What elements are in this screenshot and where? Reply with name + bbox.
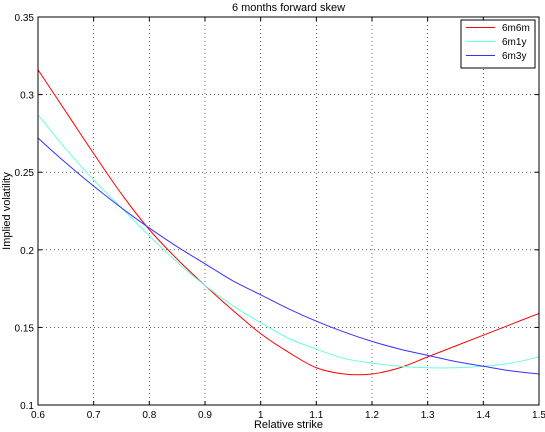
x-tick-label: 1.5 bbox=[532, 410, 545, 421]
x-tick-label: 0.9 bbox=[198, 410, 212, 421]
x-tick-label: 1.3 bbox=[421, 410, 435, 421]
series-layer bbox=[37, 69, 540, 376]
y-tick-label: 0.15 bbox=[15, 323, 35, 334]
x-tick-label: 1.4 bbox=[476, 410, 490, 421]
axis-ticks: 0.6 0.7 0.8 0.9 1 1.1 1.2 1.3 1.4 1.5 0.1 0.15 0.2 0.… bbox=[15, 13, 545, 421]
y-tick-label: 0.25 bbox=[15, 168, 35, 179]
x-tick-label: 1 bbox=[258, 410, 264, 421]
x-axis-label: Relative strike bbox=[254, 419, 323, 431]
plot-frame bbox=[37, 16, 540, 406]
series-line-6m6m bbox=[37, 69, 540, 376]
y-tick-label: 0.3 bbox=[20, 91, 34, 102]
grid bbox=[38, 17, 539, 405]
legend-label-6m1y: 6m1y bbox=[502, 37, 526, 48]
x-tick-label: 0.6 bbox=[31, 410, 45, 421]
y-axis-label: Implied volatility bbox=[1, 172, 13, 250]
legend-label-6m3y: 6m3y bbox=[502, 51, 526, 62]
y-tick-label: 0.35 bbox=[15, 13, 35, 24]
chart-title: 6 months forward skew bbox=[232, 2, 345, 14]
x-tick-label: 0.8 bbox=[142, 410, 156, 421]
x-tick-label: 0.7 bbox=[87, 410, 101, 421]
y-tick-label: 0.1 bbox=[20, 401, 34, 412]
series-line-6m3y bbox=[37, 137, 540, 375]
y-tick-label: 0.2 bbox=[20, 246, 34, 257]
x-tick-label: 1.2 bbox=[365, 410, 379, 421]
x-tick-label: 1.1 bbox=[309, 410, 323, 421]
legend-label-6m6m: 6m6m bbox=[502, 23, 530, 34]
legend: 6m6m 6m1y 6m3y bbox=[460, 19, 536, 69]
